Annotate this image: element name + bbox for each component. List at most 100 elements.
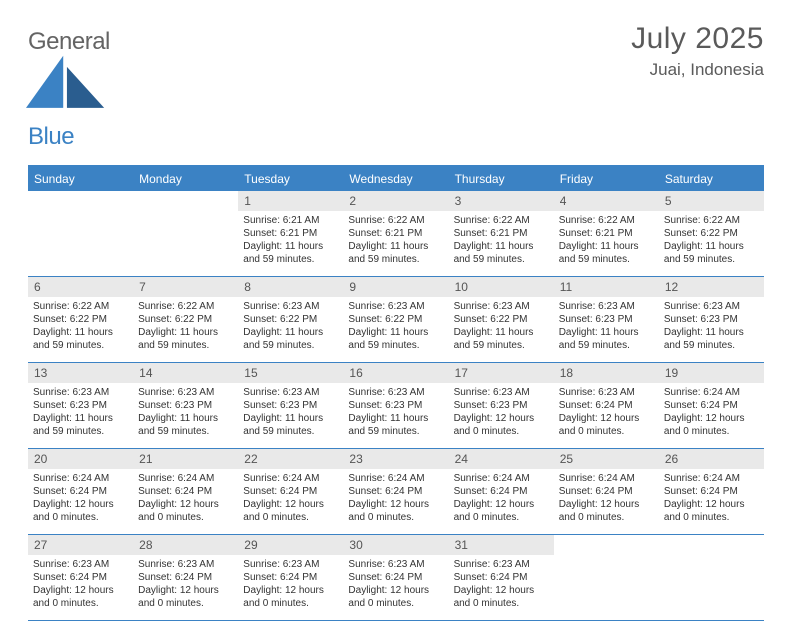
calendar-cell: 23Sunrise: 6:24 AMSunset: 6:24 PMDayligh… [343, 449, 448, 535]
brand-logo: General Blue [28, 28, 110, 151]
day-details: Sunrise: 6:23 AMSunset: 6:23 PMDaylight:… [554, 297, 659, 356]
day-header-tuesday: Tuesday [238, 166, 343, 191]
day-header-saturday: Saturday [659, 166, 764, 191]
day-number: 3 [449, 191, 554, 211]
day-number: 4 [554, 191, 659, 211]
calendar-cell: 28Sunrise: 6:23 AMSunset: 6:24 PMDayligh… [133, 535, 238, 621]
calendar-cell: 9Sunrise: 6:23 AMSunset: 6:22 PMDaylight… [343, 277, 448, 363]
day-number: 7 [133, 277, 238, 297]
day-number: 6 [28, 277, 133, 297]
day-details: Sunrise: 6:23 AMSunset: 6:23 PMDaylight:… [238, 383, 343, 442]
calendar-cell: 30Sunrise: 6:23 AMSunset: 6:24 PMDayligh… [343, 535, 448, 621]
day-details: Sunrise: 6:22 AMSunset: 6:22 PMDaylight:… [659, 211, 764, 270]
day-details: Sunrise: 6:23 AMSunset: 6:24 PMDaylight:… [133, 555, 238, 614]
day-details: Sunrise: 6:23 AMSunset: 6:24 PMDaylight:… [28, 555, 133, 614]
day-number: 20 [28, 449, 133, 469]
day-details: Sunrise: 6:22 AMSunset: 6:21 PMDaylight:… [449, 211, 554, 270]
calendar-cell: 27Sunrise: 6:23 AMSunset: 6:24 PMDayligh… [28, 535, 133, 621]
day-details: Sunrise: 6:24 AMSunset: 6:24 PMDaylight:… [554, 469, 659, 528]
day-details: Sunrise: 6:23 AMSunset: 6:23 PMDaylight:… [659, 297, 764, 356]
calendar-row: 13Sunrise: 6:23 AMSunset: 6:23 PMDayligh… [28, 363, 764, 449]
day-details: Sunrise: 6:23 AMSunset: 6:22 PMDaylight:… [238, 297, 343, 356]
calendar-cell [659, 535, 764, 621]
day-number: 2 [343, 191, 448, 211]
day-number: 14 [133, 363, 238, 383]
day-number: 8 [238, 277, 343, 297]
day-number: 21 [133, 449, 238, 469]
day-details: Sunrise: 6:23 AMSunset: 6:23 PMDaylight:… [449, 383, 554, 442]
calendar-cell: 12Sunrise: 6:23 AMSunset: 6:23 PMDayligh… [659, 277, 764, 363]
day-details: Sunrise: 6:22 AMSunset: 6:21 PMDaylight:… [343, 211, 448, 270]
day-header-thursday: Thursday [449, 166, 554, 191]
brand-sail-icon [26, 91, 108, 118]
day-number: 12 [659, 277, 764, 297]
calendar-cell: 10Sunrise: 6:23 AMSunset: 6:22 PMDayligh… [449, 277, 554, 363]
calendar-cell: 2Sunrise: 6:22 AMSunset: 6:21 PMDaylight… [343, 191, 448, 277]
calendar-cell: 16Sunrise: 6:23 AMSunset: 6:23 PMDayligh… [343, 363, 448, 449]
day-details: Sunrise: 6:23 AMSunset: 6:22 PMDaylight:… [449, 297, 554, 356]
day-details: Sunrise: 6:23 AMSunset: 6:24 PMDaylight:… [238, 555, 343, 614]
calendar-row: 6Sunrise: 6:22 AMSunset: 6:22 PMDaylight… [28, 277, 764, 363]
day-number: 25 [554, 449, 659, 469]
day-number: 15 [238, 363, 343, 383]
calendar-cell: 8Sunrise: 6:23 AMSunset: 6:22 PMDaylight… [238, 277, 343, 363]
day-number: 13 [28, 363, 133, 383]
calendar-row: 20Sunrise: 6:24 AMSunset: 6:24 PMDayligh… [28, 449, 764, 535]
day-details: Sunrise: 6:23 AMSunset: 6:24 PMDaylight:… [449, 555, 554, 614]
calendar-cell: 25Sunrise: 6:24 AMSunset: 6:24 PMDayligh… [554, 449, 659, 535]
day-number: 18 [554, 363, 659, 383]
calendar-cell: 5Sunrise: 6:22 AMSunset: 6:22 PMDaylight… [659, 191, 764, 277]
day-number: 31 [449, 535, 554, 555]
brand-general: General [28, 28, 110, 55]
title-block: July 2025 Juai, Indonesia [631, 22, 764, 80]
day-details: Sunrise: 6:23 AMSunset: 6:23 PMDaylight:… [28, 383, 133, 442]
day-number: 19 [659, 363, 764, 383]
brand-text: General Blue [28, 28, 110, 151]
day-details: Sunrise: 6:23 AMSunset: 6:24 PMDaylight:… [343, 555, 448, 614]
calendar-cell: 4Sunrise: 6:22 AMSunset: 6:21 PMDaylight… [554, 191, 659, 277]
calendar-cell: 21Sunrise: 6:24 AMSunset: 6:24 PMDayligh… [133, 449, 238, 535]
day-number: 1 [238, 191, 343, 211]
day-details: Sunrise: 6:22 AMSunset: 6:22 PMDaylight:… [133, 297, 238, 356]
day-details: Sunrise: 6:23 AMSunset: 6:23 PMDaylight:… [133, 383, 238, 442]
day-number: 5 [659, 191, 764, 211]
calendar-cell: 17Sunrise: 6:23 AMSunset: 6:23 PMDayligh… [449, 363, 554, 449]
brand-blue: Blue [28, 123, 74, 150]
day-header-wednesday: Wednesday [343, 166, 448, 191]
day-number: 29 [238, 535, 343, 555]
day-header-sunday: Sunday [28, 166, 133, 191]
calendar-cell: 18Sunrise: 6:23 AMSunset: 6:24 PMDayligh… [554, 363, 659, 449]
day-number: 17 [449, 363, 554, 383]
calendar-row: 27Sunrise: 6:23 AMSunset: 6:24 PMDayligh… [28, 535, 764, 621]
calendar-cell: 19Sunrise: 6:24 AMSunset: 6:24 PMDayligh… [659, 363, 764, 449]
day-details: Sunrise: 6:22 AMSunset: 6:22 PMDaylight:… [28, 297, 133, 356]
day-number: 26 [659, 449, 764, 469]
day-details: Sunrise: 6:23 AMSunset: 6:23 PMDaylight:… [343, 383, 448, 442]
calendar-cell: 13Sunrise: 6:23 AMSunset: 6:23 PMDayligh… [28, 363, 133, 449]
day-header-friday: Friday [554, 166, 659, 191]
day-details: Sunrise: 6:24 AMSunset: 6:24 PMDaylight:… [659, 469, 764, 528]
calendar-cell: 20Sunrise: 6:24 AMSunset: 6:24 PMDayligh… [28, 449, 133, 535]
calendar-body: 1Sunrise: 6:21 AMSunset: 6:21 PMDaylight… [28, 191, 764, 621]
day-details: Sunrise: 6:24 AMSunset: 6:24 PMDaylight:… [133, 469, 238, 528]
calendar-cell: 1Sunrise: 6:21 AMSunset: 6:21 PMDaylight… [238, 191, 343, 277]
header: General Blue July 2025 Juai, Indonesia [28, 22, 764, 151]
calendar-cell: 7Sunrise: 6:22 AMSunset: 6:22 PMDaylight… [133, 277, 238, 363]
day-number: 28 [133, 535, 238, 555]
page-title: July 2025 [631, 22, 764, 56]
location-subtitle: Juai, Indonesia [631, 60, 764, 80]
day-number: 16 [343, 363, 448, 383]
calendar-cell: 24Sunrise: 6:24 AMSunset: 6:24 PMDayligh… [449, 449, 554, 535]
day-details: Sunrise: 6:24 AMSunset: 6:24 PMDaylight:… [659, 383, 764, 442]
day-details: Sunrise: 6:22 AMSunset: 6:21 PMDaylight:… [554, 211, 659, 270]
day-number: 22 [238, 449, 343, 469]
calendar-cell: 3Sunrise: 6:22 AMSunset: 6:21 PMDaylight… [449, 191, 554, 277]
day-number: 30 [343, 535, 448, 555]
day-details: Sunrise: 6:24 AMSunset: 6:24 PMDaylight:… [449, 469, 554, 528]
calendar-table: SundayMondayTuesdayWednesdayThursdayFrid… [28, 165, 764, 621]
calendar-cell: 31Sunrise: 6:23 AMSunset: 6:24 PMDayligh… [449, 535, 554, 621]
day-header-monday: Monday [133, 166, 238, 191]
calendar-row: 1Sunrise: 6:21 AMSunset: 6:21 PMDaylight… [28, 191, 764, 277]
calendar-cell: 22Sunrise: 6:24 AMSunset: 6:24 PMDayligh… [238, 449, 343, 535]
day-number: 9 [343, 277, 448, 297]
